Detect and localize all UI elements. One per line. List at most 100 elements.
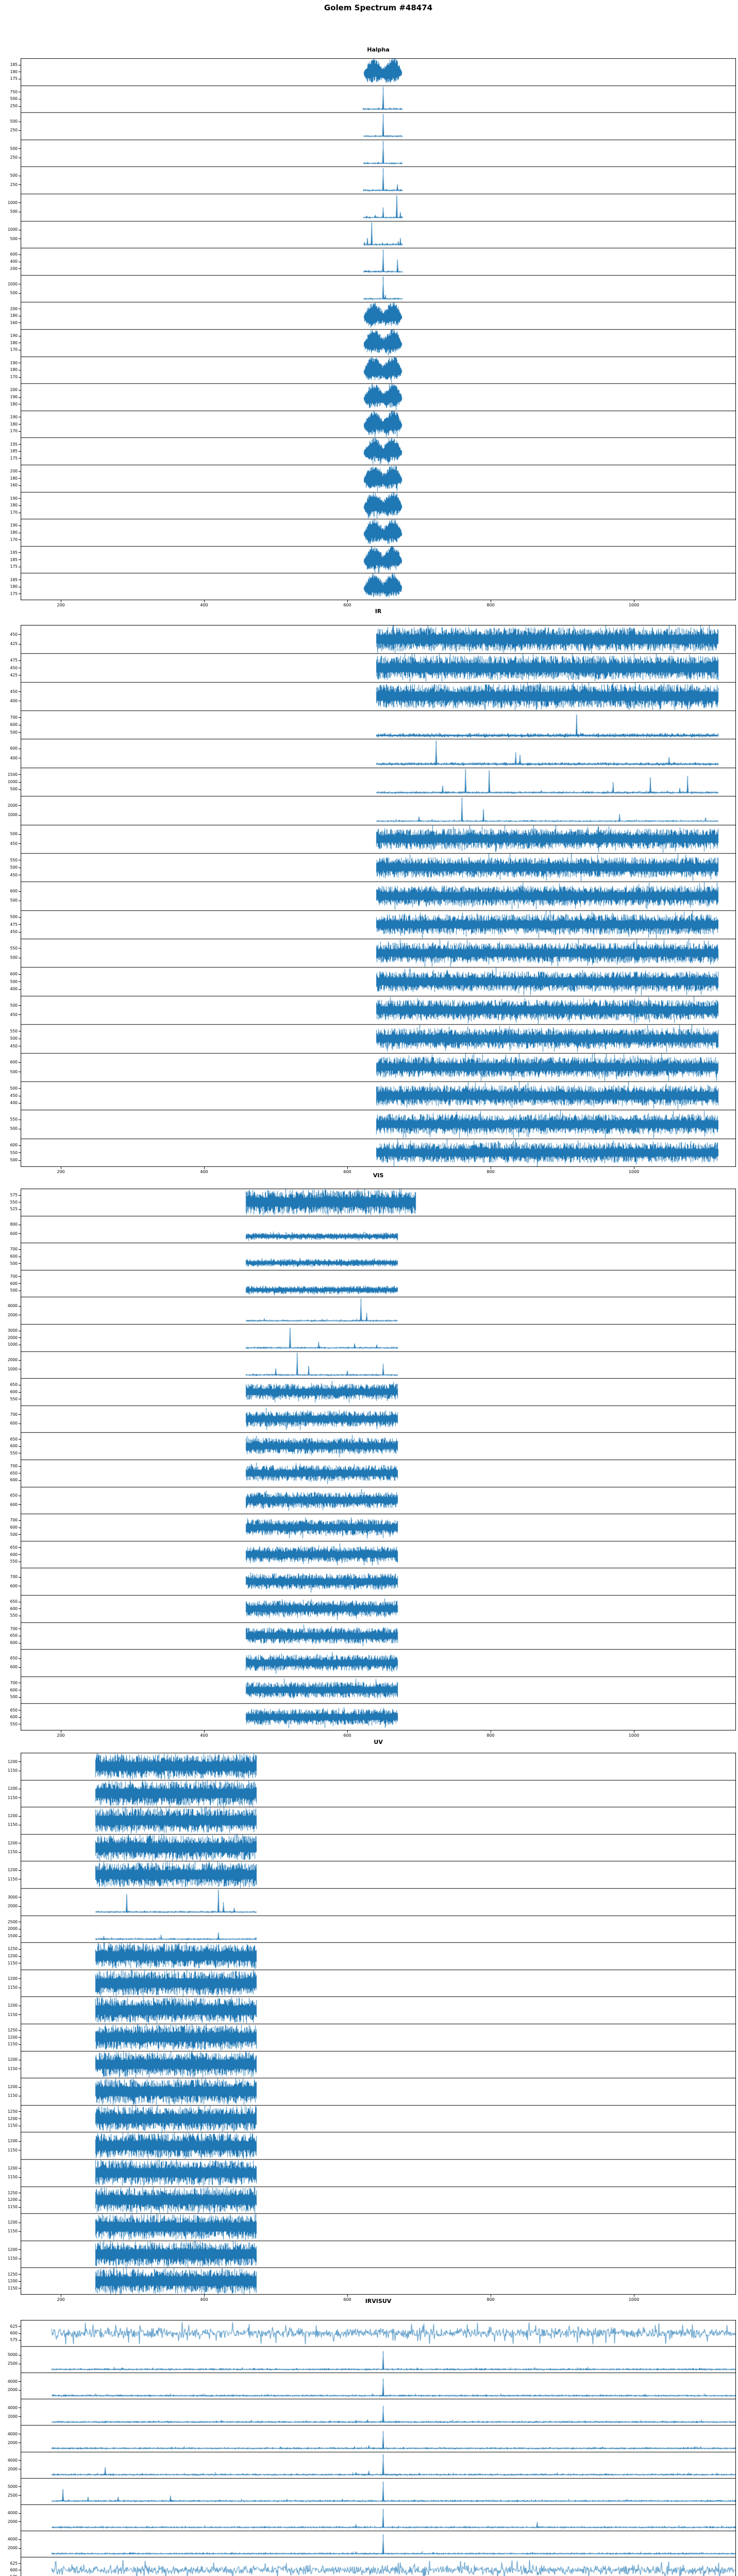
y-tick-mark [19,974,21,975]
y-tick-label: 625 [10,2324,18,2329]
y-tick-label: 2000 [7,2414,18,2419]
y-tick-mark [19,1658,21,1659]
y-tick-label: 600 [10,1254,18,1259]
y-tick-mark [19,2177,21,2178]
y-tick-label: 550 [10,1613,18,1618]
y-tick-label: 170 [10,429,18,434]
y-tick-label: 1250 [7,1946,18,1952]
y-tick-mark [19,2274,21,2275]
y-tick-mark [19,2389,21,2391]
y-tick-mark [19,924,21,925]
y-tick-mark [19,130,21,131]
y-tick-mark [19,1554,21,1555]
y-tick-label: 550 [10,857,18,862]
y-tick-label: 500 [10,1261,18,1266]
y-tick-label: 170 [10,510,18,515]
y-tick-mark [19,1414,21,1415]
y-tick-label: 1200 [7,1759,18,1764]
y-tick-label: 4000 [7,2458,18,2463]
y-tick-label: 4000 [7,2405,18,2410]
y-tick-label: 1200 [7,2035,18,2040]
y-tick-label: 600 [10,1060,18,1065]
y-tick-mark [19,1480,21,1481]
y-tick-label: 190 [10,395,18,399]
y-tick-label: 400 [10,1100,18,1106]
y-tick-label: 5000 [7,2484,18,2489]
y-tick-label: 600 [10,1715,18,1720]
y-tick-label: 450 [10,665,18,670]
y-tick-label: 650 [10,1382,18,1387]
y-tick-label: 450 [10,689,18,694]
y-tick-label: 600 [10,1665,18,1670]
y-tick-label: 185 [10,449,18,454]
y-tick-label: 1500 [7,772,18,777]
y-tick-label: 1200 [7,2116,18,2121]
y-tick-label: 1200 [7,2279,18,2284]
y-tick-mark [19,1608,21,1609]
y-tick-label: 1150 [7,2123,18,2128]
y-tick-label: 160 [10,320,18,325]
y-tick-label: 1200 [7,2003,18,2008]
y-tick-mark [19,732,21,733]
y-tick-mark [19,815,21,816]
y-tick-mark [19,498,21,499]
y-tick-label: 500 [10,1694,18,1700]
y-tick-label: 500 [10,979,18,984]
y-tick-label: 450 [10,1012,18,1017]
y-tick-label: 700 [10,715,18,720]
y-tick-mark [19,1978,21,1979]
y-tick-mark [19,834,21,835]
y-tick-mark [19,2460,21,2461]
y-tick-label: 1200 [7,1814,18,1819]
y-tick-mark [19,1446,21,1447]
y-tick-mark [19,989,21,990]
y-tick-mark [19,478,21,479]
y-tick-mark [19,2030,21,2031]
y-tick-label: 1250 [7,2109,18,2114]
y-tick-label: 550 [10,1559,18,1564]
y-tick-label: 1200 [7,2247,18,2252]
y-tick-label: 700 [10,1626,18,1631]
y-tick-label: 425 [10,641,18,647]
y-tick-label: 250 [10,104,18,109]
y-tick-label: 1000 [7,200,18,205]
y-tick-label: 500 [10,1003,18,1008]
y-tick-label: 600 [10,1640,18,1646]
y-tick-mark [19,2231,21,2232]
y-tick-label: 1150 [7,1960,18,1965]
x-tick-label: 1000 [628,603,640,607]
y-tick-mark [19,1337,21,1338]
y-tick-label: 180 [10,476,18,481]
y-tick-label: 1200 [7,1954,18,1958]
y-tick-label: 500 [10,1036,18,1041]
y-tick-label: 1150 [7,1822,18,1827]
y-tick-label: 600 [10,1231,18,1236]
y-tick-mark [19,1088,21,1089]
y-tick-label: 550 [10,1396,18,1401]
y-tick-mark [19,1534,21,1535]
y-tick-label: 250 [10,155,18,160]
y-tick-mark [19,1504,21,1505]
y-tick-label: 4000 [7,2379,18,2384]
y-tick-mark [19,2207,21,2208]
y-tick-label: 700 [10,1680,18,1685]
y-tick-label: 600 [10,1478,18,1483]
y-tick-label: 2500 [7,2493,18,2498]
y-tick-mark [19,552,21,553]
x-tick-mark [347,1167,348,1169]
y-tick-label: 185 [10,557,18,562]
y-tick-label: 600 [10,1687,18,1692]
y-tick-label: 500 [10,955,18,960]
y-tick-mark [19,1392,21,1393]
x-tick-label: 600 [343,2297,351,2302]
y-tick-mark [19,184,21,185]
y-tick-mark [19,2281,21,2282]
y-tick-mark [19,2563,21,2564]
x-tick-label: 1000 [628,2297,640,2302]
y-tick-label: 2000 [7,2440,18,2445]
y-tick-label: 500 [10,1158,18,1163]
x-tick-label: 800 [487,1170,495,1174]
y-tick-label: 190 [10,333,18,338]
y-tick-label: 1000 [7,779,18,785]
